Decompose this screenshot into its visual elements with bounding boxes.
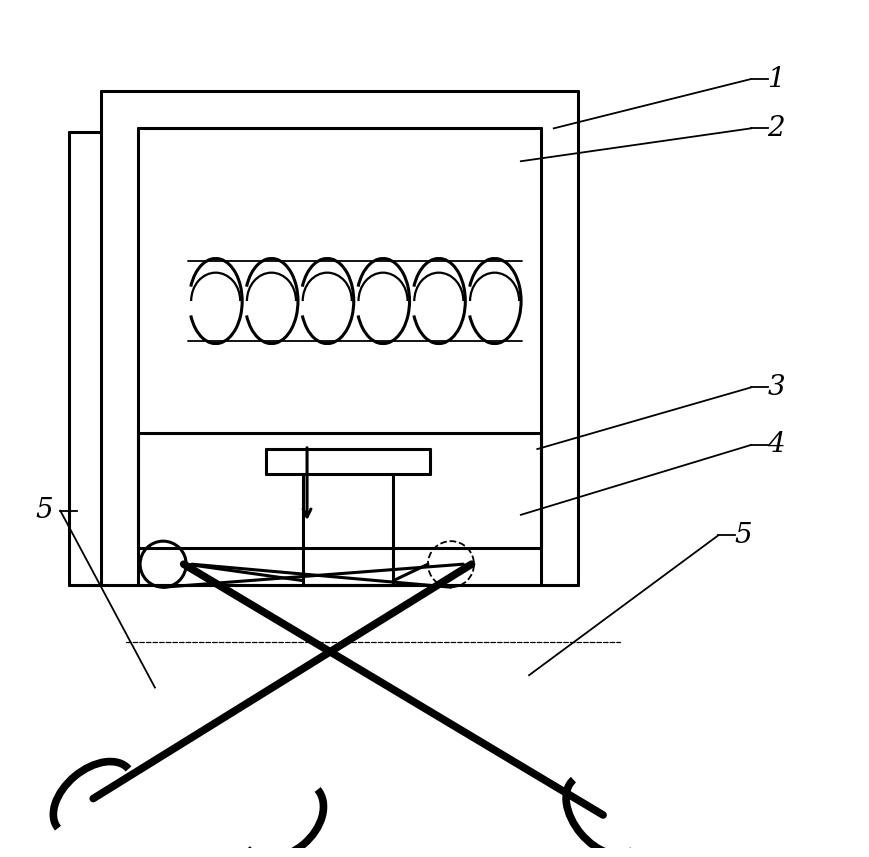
- Text: 5: 5: [734, 522, 753, 548]
- Text: 5: 5: [36, 497, 53, 524]
- Text: 1: 1: [767, 65, 786, 93]
- Text: 4: 4: [767, 431, 786, 458]
- Text: 2: 2: [767, 115, 786, 142]
- Text: 3: 3: [767, 374, 786, 401]
